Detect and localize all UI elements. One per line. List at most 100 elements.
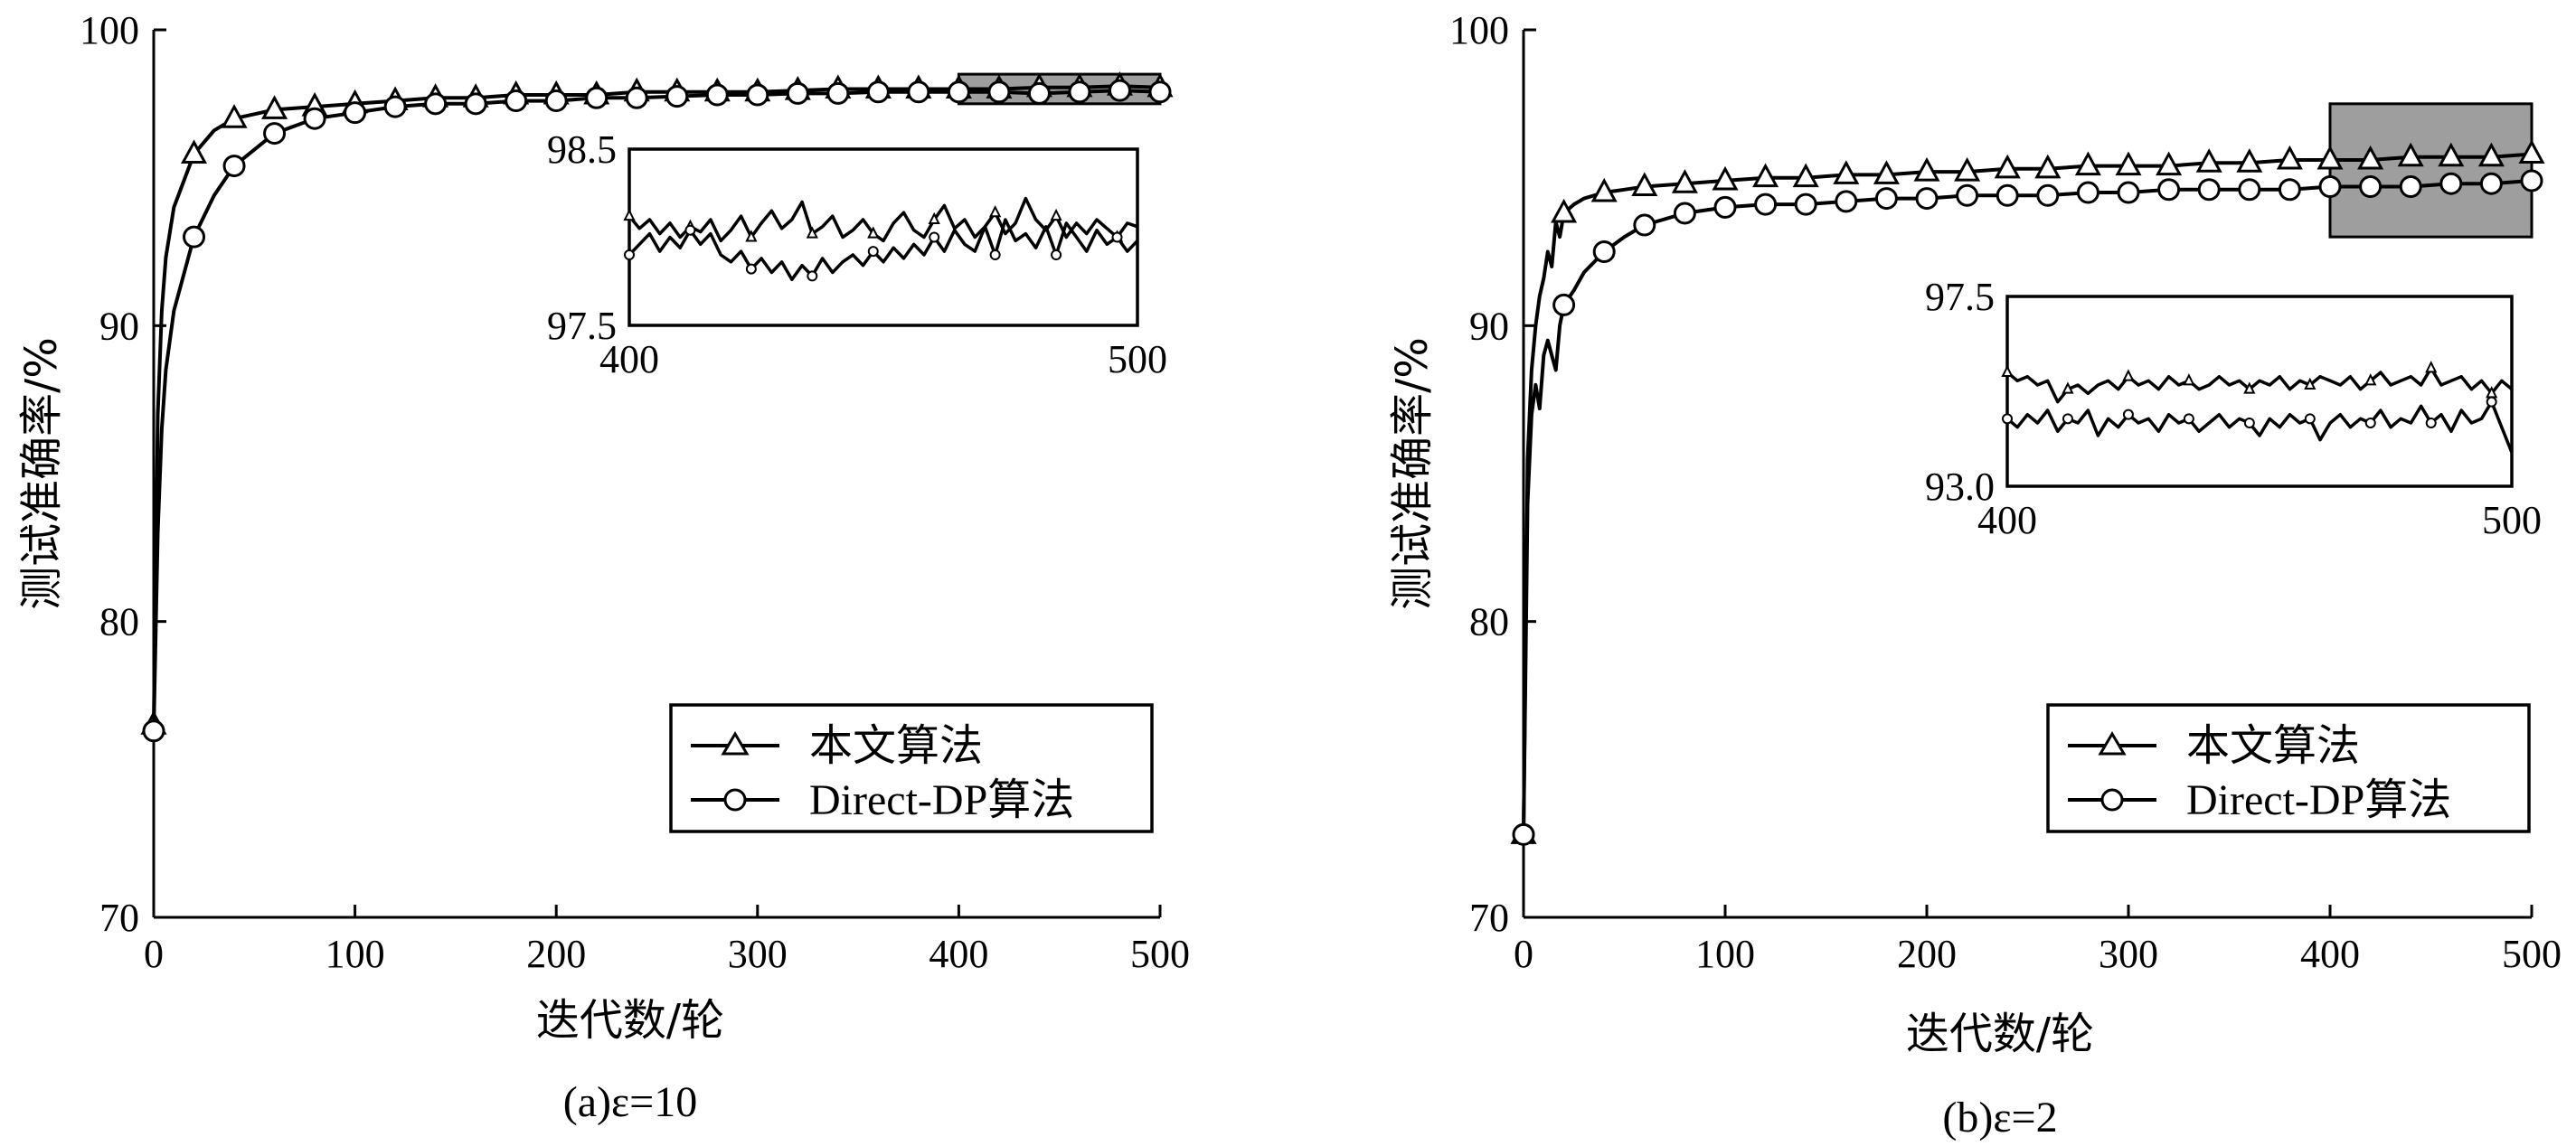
x-tick-label-a-0: 0 — [144, 932, 164, 976]
data-point-a-0-2 — [221, 104, 248, 128]
inset-point-a-1-36 — [989, 249, 1001, 260]
data-point-b-0-24 — [2477, 142, 2505, 167]
inset-line-a-0 — [627, 196, 1138, 243]
inset-point-b-1-18 — [2183, 413, 2194, 425]
legend-a: 本文算法 Direct-DP算法 — [669, 703, 1154, 833]
y-axis-label-b: 测试准确率/% — [1387, 337, 1438, 610]
data-point-a-1-12 — [625, 86, 648, 109]
x-tick-label-b-2: 200 — [1897, 932, 1957, 976]
legend-frame-a — [669, 703, 1154, 833]
data-point-b-0-14 — [2074, 151, 2101, 176]
data-point-b-1-24 — [2479, 172, 2503, 195]
inset-point-b-0-0 — [2001, 364, 2014, 377]
data-point-a-1-21 — [987, 80, 1011, 104]
legend-marker-b-1 — [2100, 788, 2124, 812]
data-point-b-1-7 — [1794, 193, 1817, 216]
inset-point-a-0-36 — [989, 204, 1002, 218]
x-axis-label-a: 迭代数/轮 — [536, 995, 724, 1046]
y-tick-label-b-0: 70 — [1469, 896, 1509, 940]
inset-x-tick-label-a-0: 400 — [599, 337, 659, 381]
data-point-b-0-19 — [2276, 145, 2303, 170]
data-point-b-0-8 — [1833, 160, 1860, 184]
x-tick-label-a-4: 400 — [929, 932, 988, 976]
data-point-b-0-23 — [2438, 142, 2465, 167]
inset-x-tick-label-a-1: 500 — [1108, 337, 1167, 381]
inset-point-a-0-42 — [1050, 208, 1062, 221]
data-point-b-1-2 — [1592, 240, 1616, 263]
x-tick-label-b-4: 400 — [2300, 932, 2360, 976]
data-point-a-1-11 — [585, 86, 609, 109]
data-point-a-1-20 — [947, 80, 970, 104]
data-point-b-1-25 — [2520, 169, 2543, 193]
data-point-b-1-15 — [2117, 181, 2140, 204]
data-point-b-0-20 — [2317, 145, 2344, 170]
x-axis-label-b: 迭代数/轮 — [1906, 1009, 2094, 1059]
inset-point-b-0-12 — [2122, 369, 2135, 381]
data-point-b-1-17 — [2197, 178, 2221, 202]
inset-y-tick-label-b-0: 97.5 — [1925, 275, 1995, 319]
data-point-b-1-4 — [1673, 202, 1696, 225]
data-point-b-1-6 — [1754, 193, 1778, 216]
data-point-a-1-6 — [383, 95, 407, 118]
data-point-a-1-14 — [705, 83, 729, 107]
data-point-a-1-19 — [907, 80, 930, 104]
data-point-b-0-13 — [2034, 154, 2062, 179]
inset-point-b-0-6 — [2062, 381, 2074, 394]
data-point-a-1-13 — [665, 85, 689, 108]
inset-point-b-1-24 — [2243, 418, 2255, 428]
zoom-region-b — [2328, 102, 2534, 239]
caption-b: (b)ε=2 — [1942, 1094, 2057, 1141]
inset-x-tick-label-b-0: 400 — [1977, 498, 2037, 542]
data-point-b-0-25 — [2518, 139, 2545, 164]
plot-area-a — [152, 30, 1160, 919]
inset-point-b-1-0 — [2002, 413, 2013, 425]
data-point-a-1-16 — [786, 81, 809, 105]
data-point-b-1-16 — [2157, 178, 2181, 202]
inset-point-b-0-42 — [2425, 361, 2438, 373]
data-point-a-1-9 — [505, 89, 528, 113]
data-point-b-0-3 — [1631, 172, 1658, 196]
inset-point-a-1-12 — [745, 263, 757, 275]
inset-point-a-1-0 — [624, 249, 635, 260]
data-point-b-0-10 — [1913, 156, 1940, 182]
x-tick-label-b-3: 300 — [2099, 932, 2158, 976]
data-point-b-1-13 — [2036, 183, 2060, 207]
data-point-a-0-3 — [261, 95, 288, 119]
data-point-b-1-0 — [1512, 822, 1535, 846]
y-tick-label-a-1: 80 — [99, 600, 139, 644]
data-point-a-1-1 — [183, 225, 206, 249]
inset-point-b-1-12 — [2122, 409, 2134, 420]
y-tick-label-b-1: 80 — [1469, 600, 1509, 644]
y-tick-label-a-3: 100 — [80, 8, 139, 52]
inset-point-b-0-18 — [2183, 373, 2195, 386]
legend-marker-a-1 — [723, 788, 747, 812]
data-point-b-0-22 — [2397, 142, 2424, 167]
inset-point-a-1-48 — [1111, 231, 1123, 243]
inset-point-a-1-18 — [807, 270, 818, 282]
inset-point-b-0-24 — [2243, 381, 2256, 394]
inset-point-a-0-18 — [806, 226, 818, 239]
inset-point-a-0-0 — [623, 208, 636, 221]
data-point-a-1-17 — [826, 81, 850, 105]
data-point-b-0-2 — [1590, 177, 1618, 202]
legend-label-b-1: Direct-DP算法 — [2186, 776, 2451, 824]
x-tick-label-b-1: 100 — [1695, 932, 1755, 976]
data-point-b-0-4 — [1671, 169, 1698, 193]
data-point-b-0-12 — [1994, 154, 2021, 179]
x-tick-label-b-5: 500 — [2502, 932, 2562, 976]
inset-point-a-1-30 — [929, 231, 940, 243]
data-point-b-0-18 — [2236, 148, 2263, 173]
data-point-b-0-11 — [1954, 156, 1981, 182]
data-point-a-1-18 — [866, 80, 890, 104]
data-point-b-0-5 — [1712, 165, 1739, 191]
inset-point-b-1-36 — [2364, 418, 2376, 428]
data-point-a-1-8 — [464, 92, 487, 116]
inset-point-b-1-6 — [2062, 413, 2073, 425]
data-point-b-1-23 — [2439, 172, 2463, 195]
x-tick-label-a-1: 100 — [326, 932, 385, 976]
inset-line-b-1 — [2005, 399, 2514, 454]
data-point-a-1-5 — [344, 101, 367, 125]
inset-line-a-1 — [627, 218, 1139, 282]
data-point-a-1-22 — [1027, 81, 1051, 105]
